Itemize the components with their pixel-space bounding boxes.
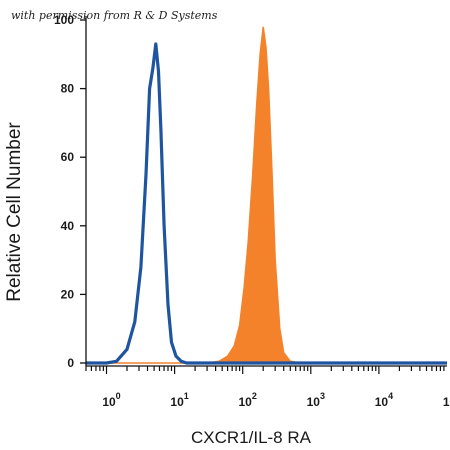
y-tick-label: 0 [67,356,74,370]
x-tick-exponent: 4 [388,391,393,401]
series-outline-histogram [86,42,447,365]
y-tick-label: 80 [61,82,75,96]
x-tick-label: 104 [375,391,393,409]
x-tick-label: 101 [170,391,188,409]
series-filled-histogram [86,26,447,364]
x-axis-label: CXCR1/IL-8 RA [191,428,312,447]
series-layer [86,26,447,365]
x-tick-exponent: 1 [184,391,189,401]
x-tick-label: 102 [239,391,257,409]
y-tick-label: 20 [61,287,75,301]
y-tick-label: 100 [54,13,74,27]
x-tick-exponent: 2 [252,391,257,401]
y-axis-label: Relative Cell Number [4,122,25,302]
watermark-text: with permission from R & D Systems [11,9,218,22]
x-tick-label: 103 [307,391,325,409]
y-tick-label: 60 [61,150,75,164]
x-tick-exponent: 3 [320,391,325,401]
y-tick-label: 40 [61,219,75,233]
x-tick-exponent: 0 [116,391,121,401]
x-tick-label: 100 [102,391,120,409]
x-tick-label: 105 [443,391,450,409]
